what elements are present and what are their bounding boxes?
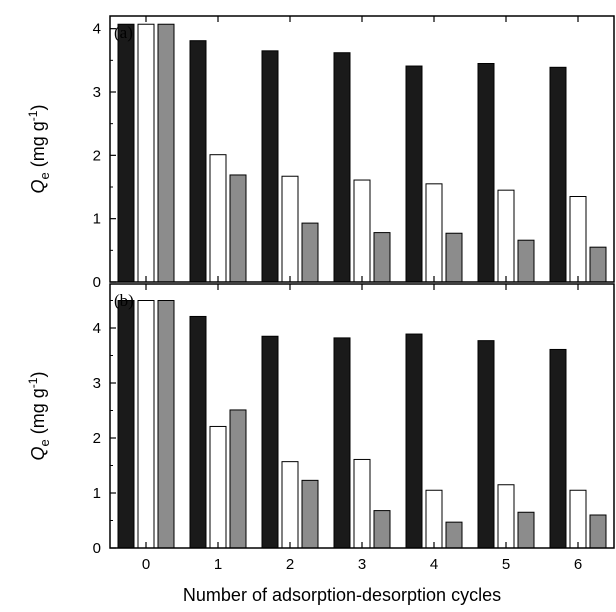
panel-a-ytick-label-2: 2 <box>93 147 101 164</box>
panel-b-label: (b) <box>114 291 134 310</box>
panel-b-bar-series2-cycle-0 <box>137 300 155 549</box>
panel-a-bar-series3-cycle-2 <box>301 222 319 283</box>
panel-a-bar-series1-cycle-4 <box>405 65 423 283</box>
panel-a-bar-series1-cycle-5 <box>477 63 495 283</box>
panel-b-bar-series3-cycle-2 <box>301 479 319 549</box>
xtick-label-5: 5 <box>502 556 510 573</box>
panel-b-ylabel: Qe (mg g-1) <box>26 372 52 461</box>
panel-a-bar-series2-cycle-0 <box>137 23 155 283</box>
panel-b-bar-series1-cycle-4 <box>405 333 423 549</box>
panel-a-ylabel: Qe (mg g-1) <box>26 105 52 194</box>
xtick-label-1: 1 <box>214 556 222 573</box>
panel-a-bar-series1-cycle-1 <box>189 40 207 283</box>
panel-a-label: (a) <box>114 23 133 42</box>
panel-a-bar-series2-cycle-4 <box>425 183 443 283</box>
panel-a-bar-series3-cycle-0 <box>157 23 175 283</box>
panel-a-bar-series2-cycle-2 <box>281 175 299 283</box>
panel-b-bar-series2-cycle-4 <box>425 489 443 549</box>
panel-b-bar-series1-cycle-2 <box>261 335 279 549</box>
panel-b-bar-series3-cycle-6 <box>589 514 607 549</box>
panel-b-bar-series1-cycle-0 <box>117 300 135 549</box>
panel-a-ytick-label-4: 4 <box>93 21 101 38</box>
panel-a-bar-series2-cycle-1 <box>209 154 227 283</box>
panel-b-ytick-label-3: 3 <box>93 375 101 392</box>
panel-b-bar-series2-cycle-2 <box>281 461 299 549</box>
panel-a-bar-series3-cycle-4 <box>445 232 463 283</box>
panel-b-ytick-label-1: 1 <box>93 485 101 502</box>
panel-a-bar-series1-cycle-2 <box>261 50 279 283</box>
panel-a-bar-series3-cycle-1 <box>229 174 247 283</box>
panel-b-bar-series1-cycle-6 <box>549 348 567 549</box>
xtick-label-3: 3 <box>358 556 366 573</box>
panel-a-ytick-label-0: 0 <box>93 274 101 291</box>
panel-a-bar-series2-cycle-5 <box>497 189 515 283</box>
panel-a-bar-series3-cycle-6 <box>589 246 607 283</box>
panel-b-bar-series2-cycle-6 <box>569 489 587 549</box>
panel-a-bar-series1-cycle-6 <box>549 66 567 283</box>
panel-a-bar-series3-cycle-5 <box>517 239 535 283</box>
panel-b-bar-series3-cycle-0 <box>157 300 175 549</box>
panel-a-bar-series3-cycle-3 <box>373 232 391 283</box>
panel-b-bar-series3-cycle-3 <box>373 510 391 549</box>
panel-b-ytick-label-4: 4 <box>93 320 101 337</box>
x-axis-title: Number of adsorption-desorption cycles <box>183 585 501 605</box>
panel-a-bar-series1-cycle-0 <box>117 23 135 283</box>
panel-a-bar-series2-cycle-6 <box>569 196 587 283</box>
panel-b-ytick-label-2: 2 <box>93 430 101 447</box>
panel-a-bar-series1-cycle-3 <box>333 52 351 283</box>
panel-b-bar-series3-cycle-1 <box>229 409 247 549</box>
panel-b-ytick-label-0: 0 <box>93 540 101 557</box>
xtick-label-0: 0 <box>142 556 150 573</box>
panel-a-ytick-label-1: 1 <box>93 211 101 228</box>
panel-b-bar-series1-cycle-5 <box>477 340 495 549</box>
panel-b-bar-series1-cycle-3 <box>333 337 351 549</box>
panel-b-bar-series2-cycle-3 <box>353 458 371 549</box>
panel-b-bar-series3-cycle-4 <box>445 521 463 549</box>
panel-b-bar-series3-cycle-5 <box>517 511 535 549</box>
panel-a-ytick-label-3: 3 <box>93 84 101 101</box>
xtick-label-6: 6 <box>574 556 582 573</box>
panel-b-bar-series2-cycle-5 <box>497 484 515 549</box>
xtick-label-2: 2 <box>286 556 294 573</box>
panel-b-bar-series1-cycle-1 <box>189 315 207 549</box>
xtick-label-4: 4 <box>430 556 438 573</box>
panel-b-bar-series2-cycle-1 <box>209 425 227 549</box>
panel-a-bar-series2-cycle-3 <box>353 179 371 283</box>
